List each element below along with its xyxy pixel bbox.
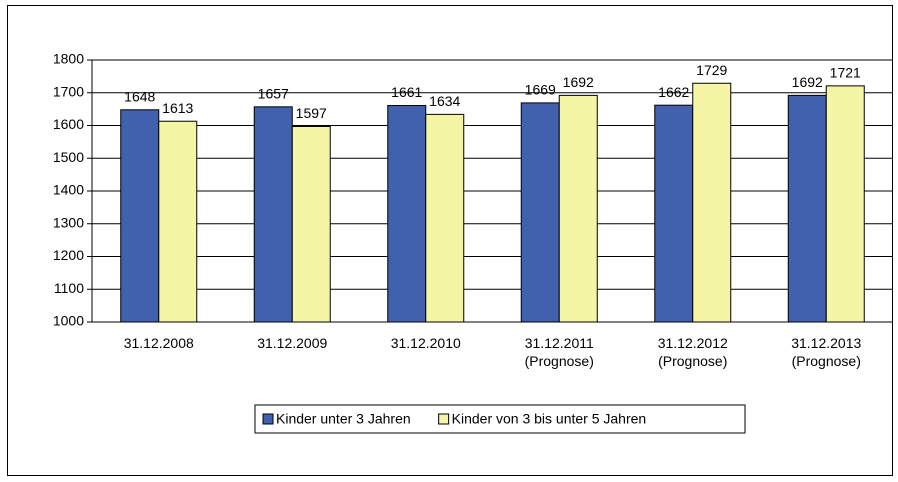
y-tick-label: 1300 xyxy=(53,214,84,230)
bar xyxy=(158,120,198,323)
bar xyxy=(558,94,598,323)
value-label: 1648 xyxy=(124,88,155,104)
legend-swatch xyxy=(262,413,274,425)
x-tick-label: 31.12.2009 xyxy=(257,335,327,351)
x-tick-label: 31.12.2010 xyxy=(391,335,461,351)
bar xyxy=(825,85,865,323)
legend-swatch xyxy=(438,413,450,425)
bar xyxy=(425,113,465,323)
bar xyxy=(387,105,427,323)
y-tick-label: 1600 xyxy=(53,116,84,132)
bar xyxy=(120,109,160,323)
x-tick-label: 31.12.2008 xyxy=(124,335,194,351)
y-tick-label: 1700 xyxy=(53,83,84,99)
value-label: 1613 xyxy=(162,100,193,116)
bar xyxy=(291,125,331,323)
value-label: 1692 xyxy=(792,74,823,90)
y-tick-label: 1500 xyxy=(53,149,84,165)
value-label: 1692 xyxy=(563,74,594,90)
legend-label: Kinder von 3 bis unter 5 Jahren xyxy=(452,411,647,427)
x-tick-label: 31.12.2012 (Prognose) xyxy=(658,335,728,369)
y-tick-label: 1000 xyxy=(53,313,84,329)
value-label: 1634 xyxy=(429,93,460,109)
value-label: 1669 xyxy=(525,82,556,98)
y-tick-label: 1400 xyxy=(53,182,84,198)
value-label: 1721 xyxy=(830,65,861,81)
frame xyxy=(7,5,893,476)
bar xyxy=(692,82,732,323)
legend-box xyxy=(254,404,746,434)
value-label: 1662 xyxy=(658,84,689,100)
y-tick-label: 1100 xyxy=(54,280,84,296)
bar xyxy=(253,106,293,323)
value-label: 1597 xyxy=(296,105,327,121)
y-tick-label: 1200 xyxy=(53,247,84,263)
value-label: 1661 xyxy=(391,84,422,100)
bar xyxy=(654,104,694,323)
x-tick-label: 31.12.2013 (Prognose) xyxy=(791,335,861,369)
x-tick-label: 31.12.2011 (Prognose) xyxy=(525,335,594,369)
legend-label: Kinder unter 3 Jahren xyxy=(276,411,411,427)
value-label: 1729 xyxy=(696,62,727,78)
value-label: 1657 xyxy=(258,86,289,102)
bar xyxy=(787,94,827,323)
bar xyxy=(520,102,560,323)
y-tick-label: 1800 xyxy=(53,51,84,67)
